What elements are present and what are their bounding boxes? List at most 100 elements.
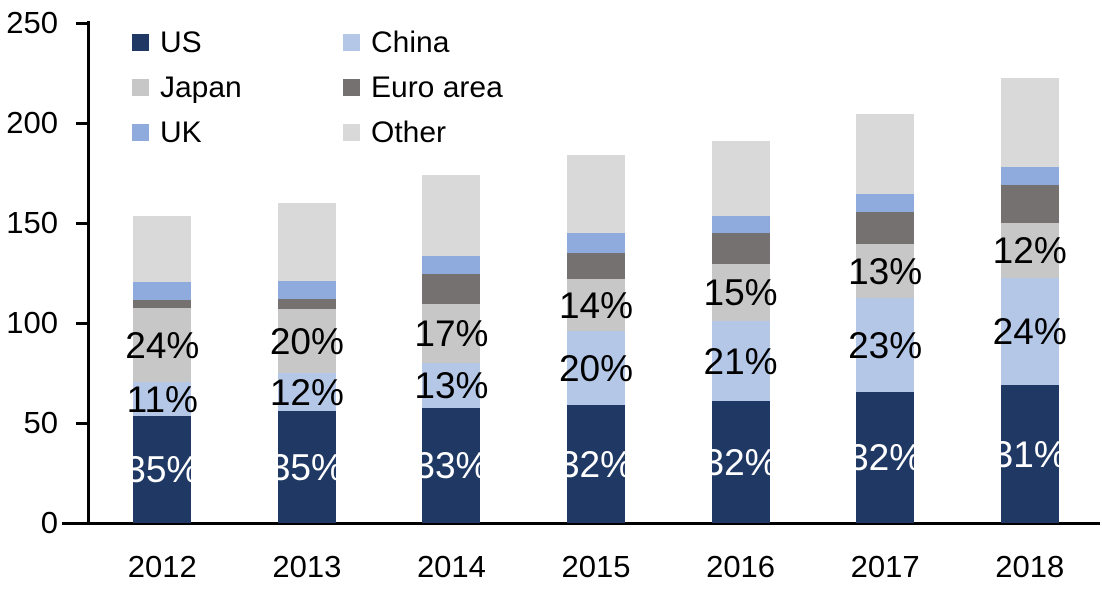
segment-china-2016: 21% [704, 321, 778, 401]
segment-other-2015 [566, 155, 625, 233]
segment-uk-2018 [1000, 167, 1059, 185]
legend-swatch-uk [132, 124, 149, 141]
segment-other-2018 [1000, 78, 1059, 167]
legend-label-us: US [160, 25, 202, 59]
segment-label-china-2012: 11% [126, 378, 198, 420]
segment-japan-2018: 12% [993, 223, 1067, 278]
segment-label-china-2013: 12% [269, 371, 344, 413]
legend-label-uk: UK [160, 115, 202, 149]
legend-item-japan: Japan [132, 65, 343, 110]
segment-label-us-2014: 33% [414, 445, 489, 486]
segment-us-2012: 35% [125, 416, 199, 523]
segment-label-japan-2017: 13% [848, 250, 923, 292]
segment-uk-2013 [277, 281, 336, 299]
segment-china-2012: 11% [127, 381, 198, 418]
segment-label-us-2015: 32% [558, 443, 634, 485]
segment-label-us-2017: 32% [848, 437, 923, 478]
y-tick-label-150: 150 [6, 205, 58, 240]
y-tick-mark-50 [76, 421, 90, 425]
y-tick-label-0: 0 [40, 505, 58, 540]
legend-item-other: Other [343, 110, 503, 155]
segment-label-china-2018: 24% [992, 311, 1067, 352]
segment-label-us-2016: 32% [703, 441, 778, 483]
legend-swatch-us [132, 34, 149, 51]
segment-euro-area-2016 [711, 233, 770, 264]
segment-china-2013: 12% [270, 373, 344, 411]
segment-china-2017: 23% [848, 298, 922, 392]
y-tick-mark-0 [76, 521, 90, 525]
segment-label-japan-2018: 12% [992, 230, 1067, 271]
segment-us-2018: 31% [993, 385, 1067, 523]
segment-other-2016 [711, 141, 770, 216]
y-tick-label-50: 50 [23, 405, 58, 440]
segment-label-china-2017: 23% [848, 324, 923, 366]
legend-item-euro-area: Euro area [343, 65, 503, 110]
segment-us-2016: 32% [704, 401, 778, 523]
segment-uk-2014 [422, 256, 481, 274]
y-tick-mark-200 [76, 121, 90, 125]
y-tick-label-250: 250 [6, 5, 58, 40]
segment-other-2014 [422, 175, 481, 256]
segment-label-japan-2014: 17% [414, 313, 489, 354]
legend-label-euro-area: Euro area [371, 70, 503, 104]
segment-euro-area-2017 [856, 212, 915, 244]
legend-swatch-other [343, 124, 360, 141]
x-tick-label-2017: 2017 [850, 549, 920, 584]
segment-japan-2014: 17% [414, 304, 488, 363]
segment-japan-2015: 14% [559, 279, 633, 331]
segment-uk-2015 [566, 233, 625, 253]
segment-euro-area-2018 [1000, 185, 1059, 223]
segment-label-japan-2013: 20% [269, 320, 344, 362]
x-tick-label-2012: 2012 [127, 549, 197, 584]
y-tick-mark-100 [76, 321, 90, 325]
segment-other-2017 [856, 114, 915, 194]
segment-euro-area-2015 [566, 253, 625, 279]
legend: US China Japan Euro area UK Other [132, 20, 503, 155]
legend-swatch-china [343, 34, 360, 51]
segment-us-2013: 35% [270, 411, 344, 523]
x-tick-label-2014: 2014 [416, 549, 486, 584]
legend-item-uk: UK [132, 110, 343, 155]
segment-uk-2017 [856, 194, 915, 212]
segment-china-2018: 24% [993, 278, 1067, 385]
y-tick-label-100: 100 [6, 305, 58, 340]
y-tick-mark-250 [76, 21, 90, 25]
segment-label-japan-2016: 15% [703, 272, 778, 313]
y-tick-label-200: 200 [6, 105, 58, 140]
segment-japan-2016: 15% [704, 264, 778, 321]
segment-label-china-2016: 21% [703, 340, 778, 382]
x-tick-label-2015: 2015 [561, 549, 631, 584]
segment-japan-2017: 13% [848, 244, 922, 298]
segment-euro-area-2012 [133, 300, 192, 308]
segment-label-china-2015: 20% [558, 347, 634, 389]
legend-swatch-euro-area [343, 79, 360, 96]
legend-swatch-japan [132, 79, 149, 96]
x-tick-label-2013: 2013 [272, 549, 342, 584]
segment-label-japan-2012: 24% [125, 324, 200, 366]
x-axis-line [62, 522, 1100, 525]
segment-japan-2012: 24% [125, 308, 199, 382]
segment-us-2017: 32% [848, 392, 922, 523]
segment-euro-area-2013 [277, 299, 336, 309]
segment-us-2014: 33% [414, 408, 488, 523]
segment-label-us-2013: 35% [269, 446, 344, 488]
segment-other-2013 [277, 203, 336, 281]
legend-label-china: China [371, 25, 450, 59]
segment-japan-2013: 20% [270, 309, 344, 373]
segment-other-2012 [133, 216, 192, 282]
segment-china-2014: 13% [414, 363, 488, 408]
legend-item-china: China [343, 20, 503, 65]
y-axis-line [87, 21, 90, 525]
x-tick-label-2016: 2016 [706, 549, 776, 584]
segment-label-us-2018: 31% [992, 433, 1067, 475]
y-tick-mark-150 [76, 221, 90, 225]
segment-uk-2016 [711, 216, 770, 233]
x-tick-label-2018: 2018 [995, 549, 1065, 584]
legend-label-japan: Japan [160, 70, 242, 104]
legend-item-us: US [132, 20, 343, 65]
segment-china-2015: 20% [559, 331, 633, 405]
segment-label-us-2012: 35% [125, 449, 200, 490]
segment-uk-2012 [133, 282, 192, 300]
segment-euro-area-2014 [422, 274, 481, 304]
